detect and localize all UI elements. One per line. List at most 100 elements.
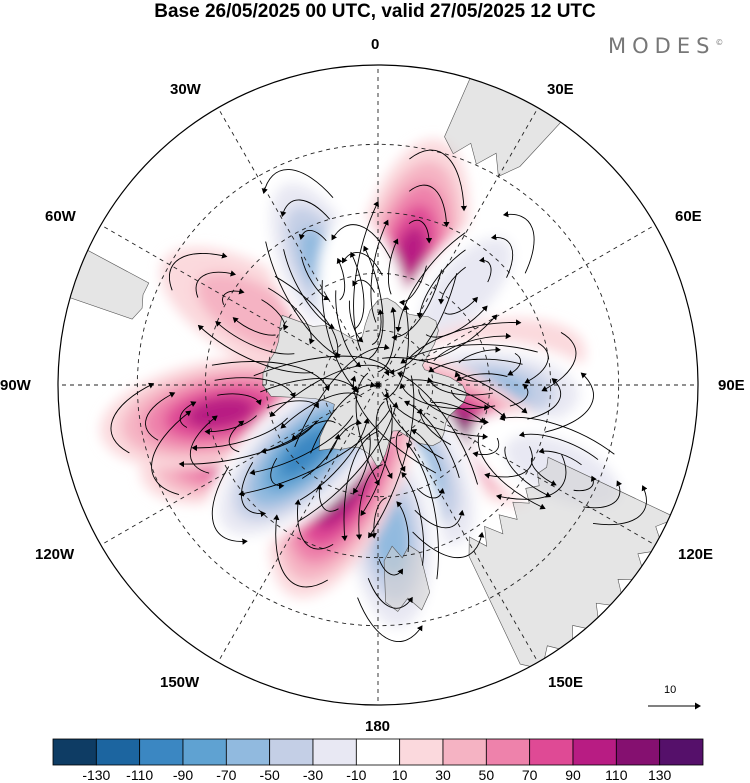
- lon-label-30e: 30E: [547, 81, 574, 98]
- colorbar-cell: [615, 738, 661, 766]
- streamline: [409, 149, 468, 212]
- streamline: [355, 372, 380, 486]
- streamline: [214, 377, 296, 399]
- colorbar-cell: [355, 738, 401, 766]
- streamline: [406, 442, 439, 580]
- map-title: Base 26/05/2025 00 UTC, valid 27/05/2025…: [154, 1, 596, 22]
- streamline: [368, 375, 415, 539]
- streamline: [269, 364, 389, 417]
- wind-vectors: [110, 149, 648, 643]
- streamline: [316, 483, 339, 512]
- colorbar-cell: [529, 738, 574, 766]
- streamline: [240, 462, 267, 518]
- circulation-streamlines: [211, 364, 399, 545]
- streamline: [238, 410, 390, 497]
- streamline: [438, 266, 466, 305]
- circulation-streamlines: [261, 169, 384, 359]
- streamline: [592, 485, 648, 526]
- streamline: [280, 199, 331, 220]
- streamline: [530, 457, 557, 486]
- streamline: [273, 514, 329, 588]
- graticule: [58, 65, 698, 705]
- circulation-streamlines: [385, 344, 594, 440]
- anomaly-band: [280, 429, 330, 477]
- streamline: [416, 487, 445, 499]
- colorbar-cell: [485, 738, 531, 766]
- streamline: [583, 480, 623, 509]
- lon-label-0: 0: [371, 36, 380, 53]
- streamline: [291, 420, 336, 441]
- meridian-line: [74, 384, 379, 561]
- brand-mark: ©: [715, 38, 724, 47]
- streamline: [325, 419, 362, 460]
- streamline: [297, 401, 399, 523]
- streamline: [495, 454, 567, 501]
- streamline: [370, 497, 387, 539]
- colorbar-tick-label: -130: [82, 767, 111, 783]
- streamline: [383, 304, 410, 400]
- streamline: [382, 357, 528, 414]
- streamline: [178, 419, 319, 468]
- streamline: [527, 378, 562, 420]
- lon-label-150e: 150E: [548, 674, 584, 691]
- lon-label-120w: 120W: [35, 546, 75, 563]
- circulation-streamlines: [168, 252, 341, 374]
- streamline: [355, 464, 383, 540]
- streamline: [310, 381, 376, 454]
- lon-label-180: 180: [365, 718, 391, 735]
- streamline: [261, 299, 289, 331]
- streamline: [375, 401, 393, 479]
- streamline: [215, 320, 295, 355]
- colorbar-tick-label: -70: [216, 767, 237, 783]
- vector-scale-label: 10: [664, 684, 677, 696]
- map-border: [57, 64, 699, 706]
- meridian-line: [202, 81, 379, 386]
- colorbar-cell: [52, 738, 97, 766]
- streamline: [301, 433, 341, 479]
- meridian-line: [377, 384, 554, 689]
- streamline: [294, 499, 334, 550]
- streamline: [179, 401, 197, 428]
- streamline: [353, 433, 371, 494]
- streamline: [410, 429, 442, 472]
- streamline: [383, 392, 444, 460]
- streamline: [348, 300, 364, 343]
- lon-label-90w: 90W: [0, 377, 31, 394]
- colorbar-cell: [95, 738, 141, 766]
- streamline: [454, 371, 491, 382]
- streamline: [189, 415, 218, 474]
- circulation-streamlines: [353, 149, 468, 376]
- circulation-streamlines: [273, 343, 415, 588]
- streamline: [360, 404, 393, 517]
- circulation-streamlines: [355, 372, 485, 559]
- streamline: [391, 269, 443, 341]
- streamline: [433, 332, 512, 362]
- streamline: [350, 251, 365, 330]
- lon-label-90e: 90E: [718, 377, 745, 394]
- streamline: [401, 471, 425, 566]
- streamline: [377, 306, 397, 373]
- colorbar-cell: [572, 738, 617, 766]
- streamline: [352, 279, 375, 293]
- streamline: [222, 288, 245, 305]
- meridian-line: [202, 384, 379, 689]
- streamline: [197, 324, 314, 374]
- new-zealand: [383, 544, 431, 612]
- meridian-line: [377, 209, 682, 386]
- streamline: [395, 232, 466, 333]
- colorbar-cell: [139, 738, 184, 766]
- circulation-streamlines: [110, 361, 330, 468]
- colorbar-tick-label: -90: [172, 767, 194, 783]
- streamline: [538, 447, 582, 466]
- streamline: [404, 400, 460, 478]
- streamline: [217, 393, 262, 406]
- streamline: [321, 280, 359, 393]
- circulation-streamlines: [399, 319, 577, 410]
- streamline: [336, 257, 346, 301]
- streamline: [408, 219, 433, 244]
- lon-label-60e: 60E: [675, 208, 702, 225]
- colorbar-cell: [312, 738, 357, 766]
- streamline: [261, 169, 334, 198]
- anomaly-band: [419, 237, 513, 337]
